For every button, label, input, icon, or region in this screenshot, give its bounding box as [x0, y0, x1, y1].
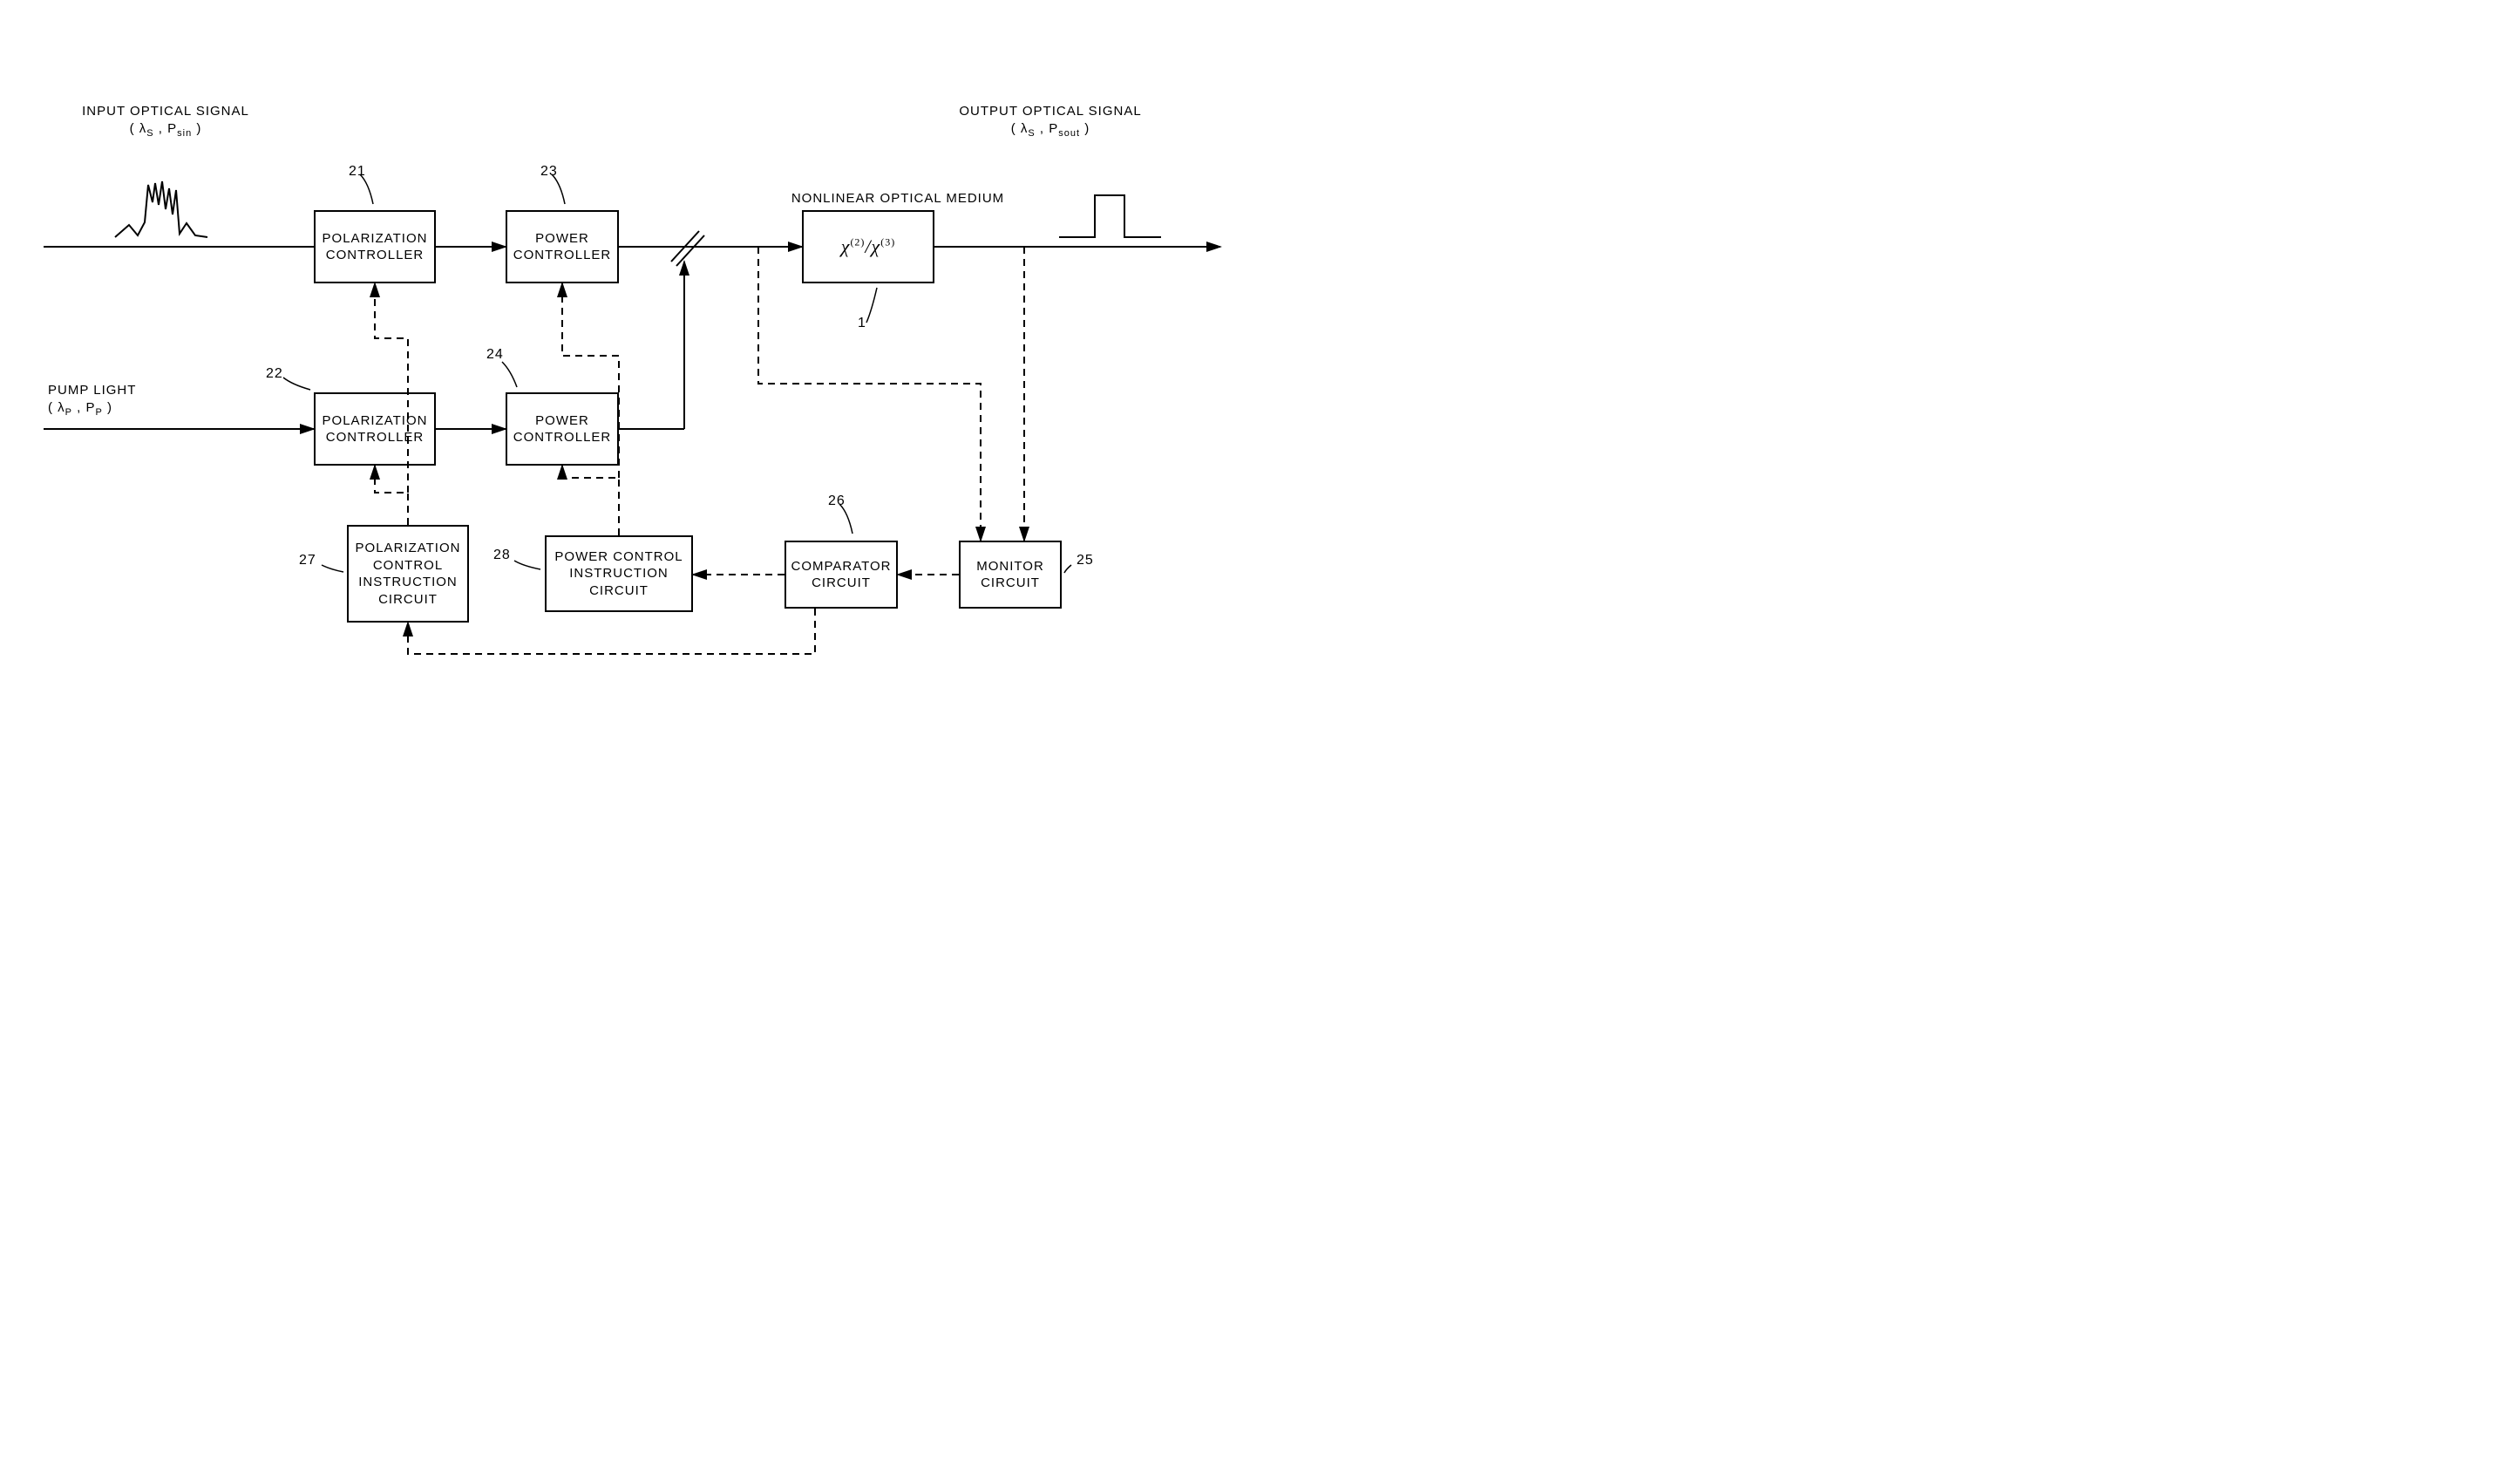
pump-params: ( λP , PP ): [48, 400, 112, 415]
refnum-26: 26: [828, 493, 846, 509]
output-signal-label: OUTPUT OPTICAL SIGNAL ( λS , Psout ): [950, 103, 1151, 140]
chi-label: χ(2)/χ(3): [841, 235, 895, 260]
power-control-instruction-circuit-28: POWER CONTROLINSTRUCTIONCIRCUIT: [545, 535, 693, 612]
pump-light-label: PUMP LIGHT ( λP , PP ): [48, 382, 179, 419]
polarization-controller-21: POLARIZATIONCONTROLLER: [314, 210, 436, 283]
input-params: ( λS , Psin ): [130, 121, 202, 136]
diagram-canvas: INPUT OPTICAL SIGNAL ( λS , Psin ) OUTPU…: [0, 0, 1260, 738]
refnum-22: 22: [266, 366, 283, 382]
refnum-21: 21: [349, 164, 366, 180]
input-title: INPUT OPTICAL SIGNAL: [82, 104, 249, 119]
input-signal-label: INPUT OPTICAL SIGNAL ( λS , Psin ): [70, 103, 262, 140]
refnum-25: 25: [1077, 553, 1094, 568]
output-title: OUTPUT OPTICAL SIGNAL: [959, 104, 1141, 119]
output-params: ( λS , Psout ): [1011, 121, 1090, 136]
nonlinear-optical-medium-1: χ(2)/χ(3): [802, 210, 934, 283]
refnum-23: 23: [540, 164, 558, 180]
power-controller-23: POWERCONTROLLER: [506, 210, 619, 283]
power-controller-24: POWERCONTROLLER: [506, 392, 619, 466]
pump-title: PUMP LIGHT: [48, 383, 136, 398]
refnum-27: 27: [299, 553, 316, 568]
refnum-24: 24: [486, 347, 504, 363]
comparator-circuit-26: COMPARATORCIRCUIT: [785, 541, 898, 609]
monitor-circuit-25: MONITORCIRCUIT: [959, 541, 1062, 609]
polarization-control-instruction-circuit-27: POLARIZATIONCONTROLINSTRUCTIONCIRCUIT: [347, 525, 469, 623]
refnum-28: 28: [493, 548, 511, 563]
refnum-1: 1: [858, 316, 866, 331]
nonlinear-medium-label: NONLINEAR OPTICAL MEDIUM: [785, 190, 1011, 208]
polarization-controller-22: POLARIZATIONCONTROLLER: [314, 392, 436, 466]
